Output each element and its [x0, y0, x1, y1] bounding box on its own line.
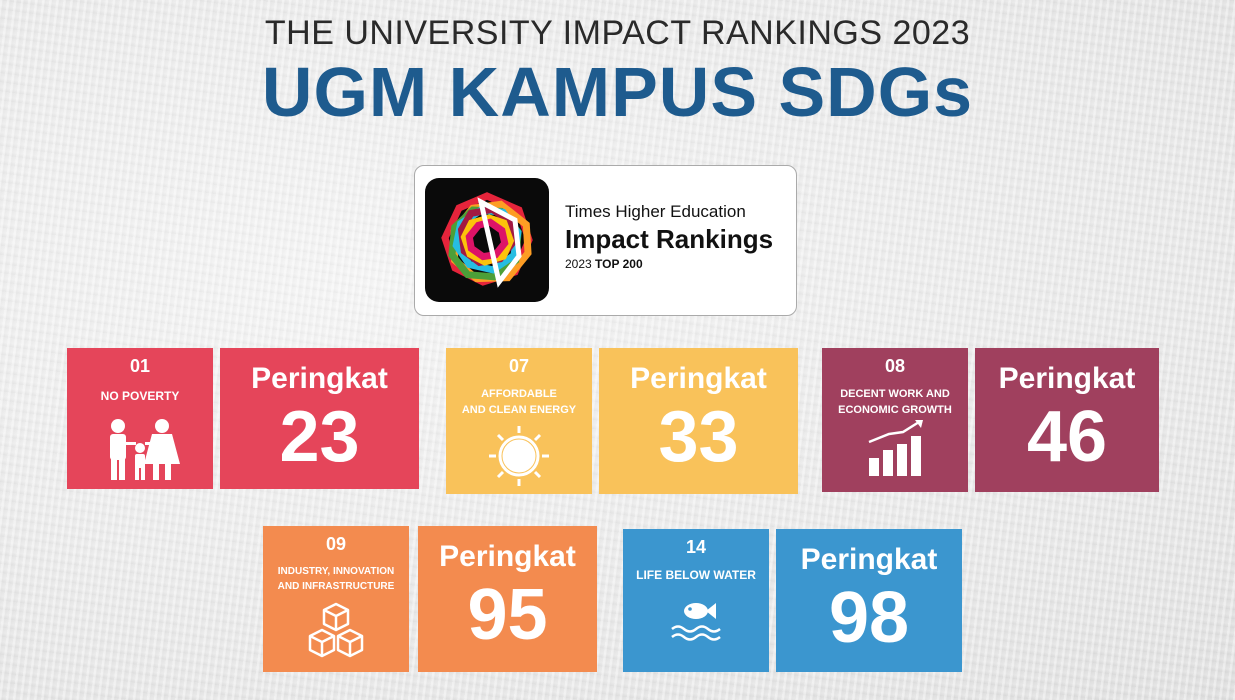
sdg-tile-01: 01 NO POVERTY [67, 348, 213, 489]
cubes-icon [263, 602, 409, 669]
sdg-tile-07: 07 AFFORDABLE AND CLEAN ENERGY [446, 348, 592, 494]
rank-value: 46 [1026, 397, 1108, 477]
rank-tile-08: Peringkat 46 [975, 348, 1159, 492]
the-impact-rankings-logo [425, 178, 549, 302]
sdg-tile-08: 08 DECENT WORK AND ECONOMIC GROWTH [822, 348, 968, 492]
rank-value: 98 [828, 578, 910, 658]
sdg-number: 01 [129, 356, 151, 376]
sdg-number: 08 [884, 356, 906, 376]
page-subtitle: THE UNIVERSITY IMPACT RANKINGS 2023 [264, 14, 971, 52]
badge-line1: Times Higher Education [565, 202, 746, 221]
rank-tile-09: Peringkat 95 [418, 526, 597, 672]
sdg-number: 07 [508, 356, 530, 376]
sdg-name: LIFE BELOW WATER [636, 568, 756, 582]
sdg-name: AFFORDABLE AND CLEAN ENERGY [461, 388, 577, 416]
impact-rankings-badge: Times Higher Education Impact Rankings 2… [414, 165, 797, 316]
rank-label: Peringkat [251, 362, 388, 395]
rank-label: Peringkat [630, 362, 767, 395]
page-title: UGM KAMPUS SDGs [261, 53, 974, 131]
rank-value: 33 [658, 397, 739, 477]
rank-value: 95 [467, 575, 548, 655]
hexagon-rings-icon [441, 192, 533, 288]
rank-label: Peringkat [998, 362, 1136, 395]
sdg-name: DECENT WORK AND ECONOMIC GROWTH [838, 388, 952, 416]
sdg-tile-09: 09 INDUSTRY, INNOVATION AND INFRASTRUCTUR… [263, 526, 409, 672]
fish-icon [623, 599, 769, 654]
sdg-name: INDUSTRY, INNOVATION AND INFRASTRUCTURE [277, 566, 395, 592]
badge-line3: 2023 TOP 200 [565, 257, 643, 271]
growth-chart-icon [822, 420, 968, 483]
rank-tile-14: Peringkat 98 [776, 529, 962, 672]
badge-line2: Impact Rankings [565, 224, 774, 254]
badge-year: 2023 [565, 257, 592, 271]
sdg-name: NO POVERTY [100, 389, 180, 403]
rank-tile-07: Peringkat 33 [599, 348, 798, 494]
sdg-number: 14 [685, 537, 707, 557]
sun-icon [446, 424, 592, 493]
rank-tile-01: Peringkat 23 [220, 348, 419, 489]
rank-label: Peringkat [439, 540, 576, 573]
badge-tier: TOP 200 [595, 257, 643, 271]
sdg-tile-14: 14 LIFE BELOW WATER [623, 529, 769, 672]
sdg-number: 09 [325, 534, 347, 554]
rank-label: Peringkat [800, 543, 938, 576]
family-icon [67, 418, 213, 487]
rank-value: 23 [279, 397, 360, 477]
